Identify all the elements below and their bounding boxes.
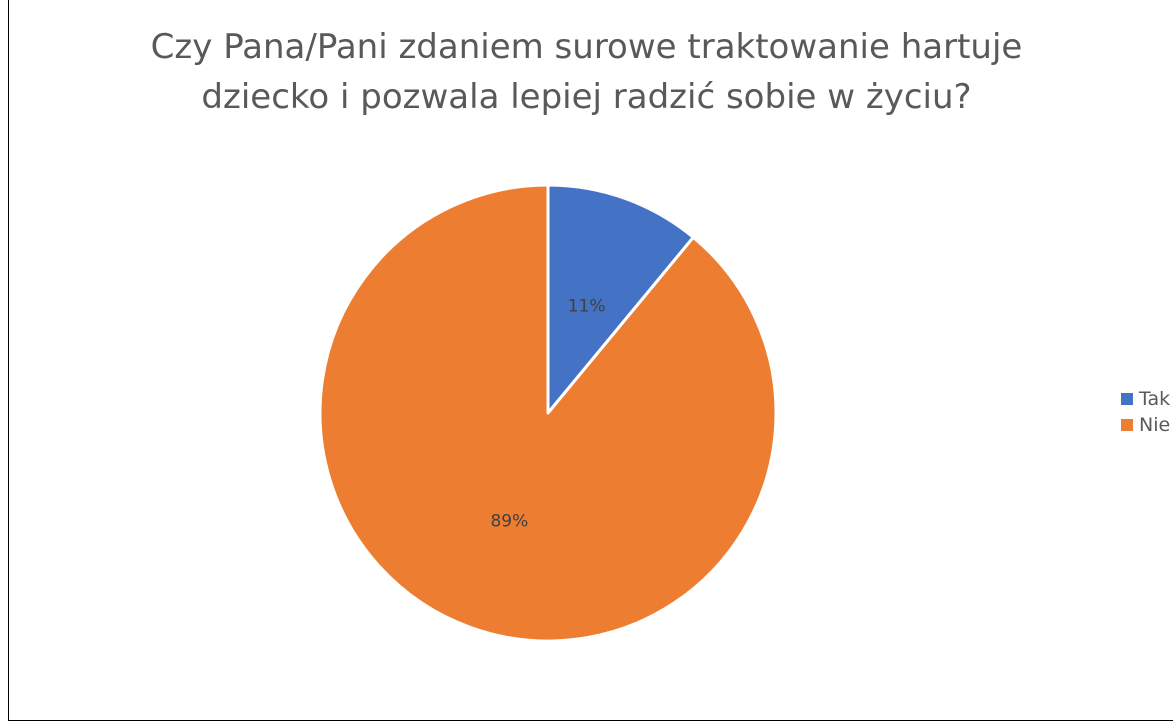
legend-swatch-tak	[1121, 393, 1133, 405]
data-label-tak: 11%	[568, 297, 606, 317]
legend-swatch-nie	[1121, 419, 1133, 431]
chart-title-line-1: Czy Pana/Pani zdaniem surowe traktowanie…	[150, 27, 1023, 67]
legend-label-nie: Nie	[1139, 414, 1171, 436]
data-label-nie: 89%	[490, 511, 528, 531]
legend-item-nie: Nie	[1121, 412, 1170, 438]
pie-slice-nie	[318, 183, 778, 643]
chart-title-line-2: dziecko i pozwala lepiej radzić sobie w …	[201, 77, 972, 117]
legend: Tak Nie	[1121, 386, 1170, 438]
legend-item-tak: Tak	[1121, 386, 1170, 412]
pie-chart: 11% 89%	[318, 183, 778, 643]
chart-title: Czy Pana/Pani zdaniem surowe traktowanie…	[0, 22, 1173, 122]
pie-slice-tak	[546, 183, 695, 415]
legend-label-tak: Tak	[1139, 388, 1171, 410]
